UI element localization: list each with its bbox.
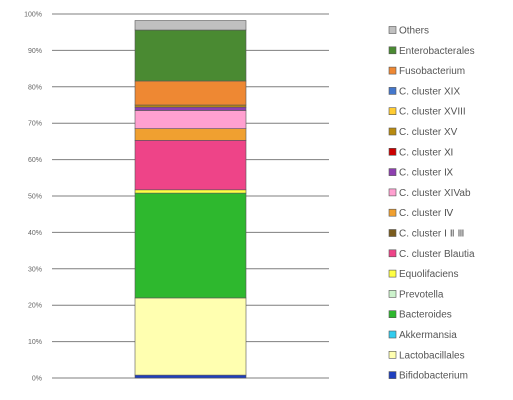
bar-segment: [134, 128, 247, 141]
legend-swatch: [388, 87, 397, 95]
bar-segment: [134, 297, 247, 376]
legend-swatch: [388, 310, 397, 319]
legend-label: C. cluster Ⅳ: [399, 208, 454, 219]
legend-label: C. cluster Ⅺ: [399, 147, 453, 158]
bar-segment: [134, 104, 247, 108]
legend-swatch: [388, 371, 397, 379]
legend-label: Akkermansia: [399, 330, 457, 341]
legend: Others Enterobacterales Fusobacterium C. cl…: [388, 26, 475, 382]
legend-swatch: [388, 330, 397, 339]
y-tick-label: 70%: [28, 121, 42, 128]
legend-label: C. cluster XIVab: [399, 188, 471, 199]
legend-label: C. cluster Ⅸ: [399, 168, 453, 179]
legend-label: C. cluster XVIII: [399, 107, 466, 118]
bar-segment: [134, 110, 247, 129]
legend-swatch: [388, 46, 397, 55]
bar-segment: [134, 189, 247, 194]
legend-label: Equolifaciens: [399, 269, 458, 280]
legend-label: Fusobacterium: [399, 66, 465, 77]
legend-label: C. cluster XIX: [399, 86, 460, 97]
y-axis: 0% 10% 20% 30% 40% 50% 60% 70% 80% 90% 100%: [24, 12, 42, 383]
legend-swatch: [388, 229, 397, 237]
legend-label: Bifidobacterium: [399, 371, 468, 382]
y-tick-label: 10%: [28, 339, 42, 346]
bar-segment: [134, 140, 247, 191]
y-tick-label: 60%: [28, 157, 42, 164]
y-tick-label: 30%: [28, 266, 42, 273]
legend-label: Enterobacterales: [399, 46, 475, 57]
bar-segment: [134, 374, 247, 379]
legend-swatch: [388, 290, 397, 298]
y-tick-label: 90%: [28, 48, 42, 55]
y-tick-label: 100%: [24, 12, 42, 19]
y-tick-label: 0%: [32, 376, 42, 383]
bar-segment: [134, 29, 247, 82]
legend-swatch: [388, 208, 397, 217]
legend-label: Prevotella: [399, 289, 444, 300]
legend-label: Bacteroides: [399, 310, 452, 321]
legend-swatch: [388, 66, 397, 75]
legend-label: Lactobacillales: [399, 350, 465, 361]
legend-swatch: [388, 107, 397, 115]
legend-label: C. cluster Blautia: [399, 249, 475, 260]
legend-swatch: [388, 249, 397, 258]
legend-swatch: [388, 148, 397, 156]
y-tick-label: 80%: [28, 84, 42, 91]
legend-label: Others: [399, 26, 429, 37]
bar-segment: [134, 80, 247, 106]
stacked-bar: [134, 20, 247, 379]
y-tick-label: 40%: [28, 230, 42, 237]
y-tick-label: 50%: [28, 194, 42, 201]
legend-swatch: [388, 350, 397, 359]
legend-label: C. cluster Ⅰ Ⅱ Ⅲ: [399, 229, 464, 240]
bar-segment: [134, 106, 247, 111]
legend-swatch: [388, 26, 397, 34]
legend-swatch: [388, 269, 397, 278]
y-tick-label: 20%: [28, 303, 42, 310]
legend-label: C. cluster XV: [399, 127, 458, 138]
legend-swatch: [388, 168, 397, 176]
legend-swatch: [388, 188, 397, 197]
bar-segment: [134, 192, 247, 299]
legend-swatch: [388, 127, 397, 136]
bar-segment: [134, 20, 247, 31]
